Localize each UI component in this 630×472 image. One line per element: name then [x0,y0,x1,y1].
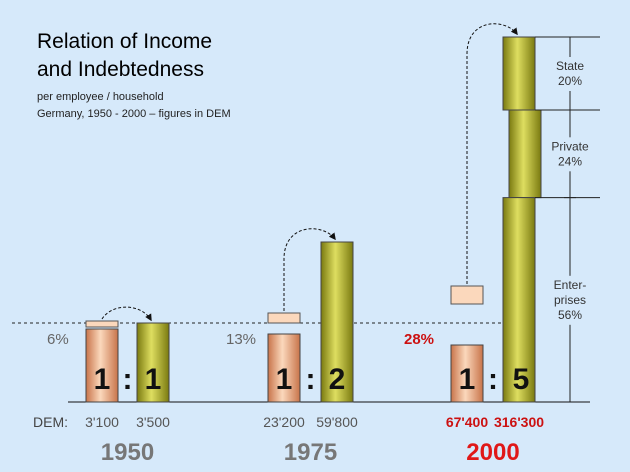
debt-segment-3 [502,197,536,403]
breakdown-label-bg-2 [544,137,596,172]
chart-title-line-1: Relation of Income [37,30,212,53]
ratio-left-1975: 1 [276,363,293,396]
ratio-colon-1975: : [306,363,316,396]
breakdown-label-2-line-1: Private [551,139,589,153]
currency-label: DEM: [33,414,68,430]
debt-bar-1950 [136,322,170,403]
income-value-1975: 23'200 [263,414,305,430]
subtitle-line-1: per employee / household [37,91,164,103]
year-label-1950: 1950 [101,439,154,466]
subtitle-line-2: Germany, 1950 - 2000 – figures in DEM [37,108,231,120]
debt-value-1950: 3'500 [136,414,170,430]
breakdown-label-1-line-1: State [556,59,584,73]
ratio-left-2000: 1 [459,363,476,396]
ratio-colon-2000: : [488,363,498,396]
year-label-2000: 2000 [466,439,519,466]
debt-segment-2 [508,109,542,199]
debt-share-box-2000 [450,285,484,305]
ratio-colon-1950: : [123,363,133,396]
breakdown-label-3-line-3: 56% [558,308,582,322]
breakdown-label-2-line-2: 24% [558,154,582,168]
breakdown-label-bg-1 [544,57,596,91]
debt-segment-1 [502,36,536,111]
income-value-2000: 67'400 [446,414,488,430]
ratio-left-1950: 1 [94,363,111,396]
income-value-1950: 3'100 [85,414,119,430]
breakdown-label-3-line-1: Enter- [554,278,587,292]
income-bar-2000 [450,344,484,403]
percent-label-1950: 6% [47,331,69,348]
debt-value-1975: 59'800 [316,414,358,430]
year-label-1975: 1975 [284,439,337,466]
debt-bar-1975 [320,241,354,403]
arrow-2000 [466,23,518,284]
ratio-right-1975: 2 [329,363,346,396]
percent-label-2000: 28% [404,331,434,348]
breakdown-label-1-line-2: 20% [558,74,582,88]
arrow-1950 [101,306,152,322]
arrow-1975 [283,228,336,311]
ratio-right-1950: 1 [145,363,162,396]
income-bar-1950 [85,328,119,403]
debt-value-2000: 316'300 [494,414,544,430]
income-bar-1975 [267,333,301,403]
chart-title-line-2: and Indebtedness [37,58,204,81]
breakdown-label-3-line-2: prises [554,293,586,307]
debt-share-box-1975 [267,312,301,324]
debt-share-box-1950 [85,320,119,328]
ratio-right-2000: 5 [513,363,530,396]
percent-label-1975: 13% [226,331,256,348]
breakdown-label-bg-3 [544,275,596,325]
